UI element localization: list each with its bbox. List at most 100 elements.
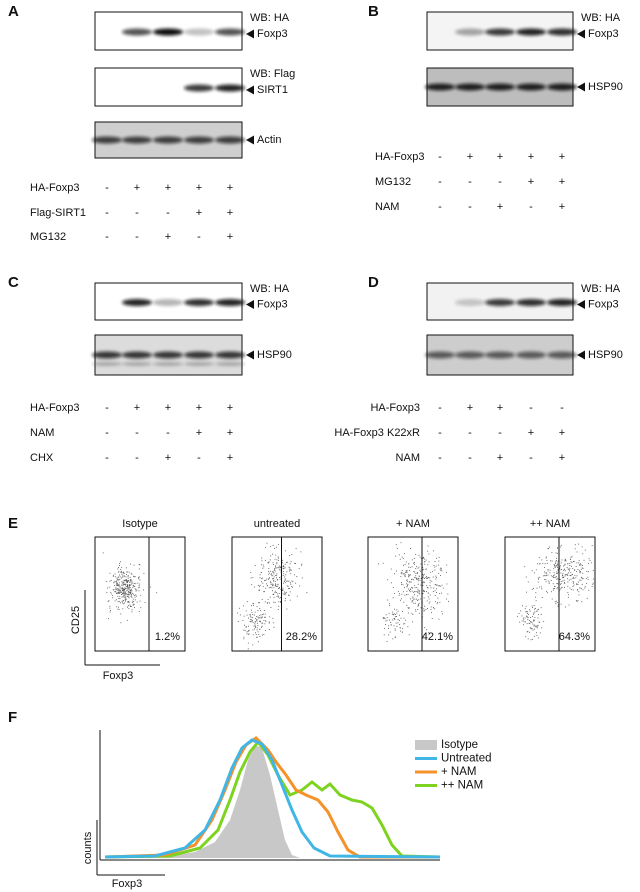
event-dot xyxy=(415,575,417,577)
event-dot xyxy=(291,586,293,588)
event-dot xyxy=(250,616,252,618)
event-dot xyxy=(577,589,579,590)
event-dot xyxy=(407,593,409,595)
event-dot xyxy=(109,572,111,574)
event-dot xyxy=(526,615,527,617)
legend-label: + NAM xyxy=(441,766,476,778)
plot-frame xyxy=(367,536,459,652)
event-dot xyxy=(408,574,410,576)
event-dot xyxy=(528,622,530,624)
event-dot xyxy=(124,579,126,581)
event-dot xyxy=(131,592,133,594)
event-dot xyxy=(556,565,558,567)
event-dot xyxy=(422,576,424,578)
sign: - xyxy=(135,231,139,243)
event-dot xyxy=(560,581,562,582)
event-dot xyxy=(544,571,545,573)
event-dot xyxy=(264,560,266,562)
event-dot xyxy=(133,585,135,587)
event-dot xyxy=(552,576,554,578)
event-dot xyxy=(268,587,270,589)
event-dot xyxy=(555,603,557,605)
event-dot xyxy=(440,575,441,576)
event-dot xyxy=(124,587,126,589)
event-dot xyxy=(387,579,389,581)
event-dot xyxy=(271,587,273,589)
event-dot xyxy=(139,564,141,566)
event-dot xyxy=(110,579,112,581)
event-dot xyxy=(262,634,263,636)
event-dot xyxy=(116,592,118,594)
event-dot xyxy=(121,582,123,584)
event-dot xyxy=(378,563,379,565)
event-dot xyxy=(266,578,268,580)
event-dot xyxy=(576,551,578,553)
event-dot xyxy=(526,613,528,615)
band xyxy=(153,362,183,366)
event-dot xyxy=(388,634,390,636)
event-dot xyxy=(560,583,562,584)
event-dot xyxy=(418,566,420,568)
event-dot xyxy=(120,622,122,624)
event-dot xyxy=(255,632,256,634)
event-dot xyxy=(263,619,265,621)
event-dot xyxy=(383,618,385,619)
event-dot xyxy=(264,623,266,625)
event-dot xyxy=(115,591,117,593)
event-dot xyxy=(526,623,528,625)
sign: + xyxy=(497,201,503,213)
event-dot xyxy=(412,597,414,599)
event-dot xyxy=(128,589,130,591)
event-dot xyxy=(413,599,415,601)
event-dot xyxy=(546,574,547,576)
event-dot xyxy=(396,548,398,549)
event-dot xyxy=(567,585,569,587)
event-dot xyxy=(563,581,565,583)
event-dot xyxy=(583,559,585,561)
event-dot xyxy=(575,577,577,579)
event-dot xyxy=(117,588,118,590)
event-dot xyxy=(416,587,418,589)
event-dot xyxy=(437,597,439,599)
sign: - xyxy=(468,427,472,439)
event-dot xyxy=(570,558,572,560)
band xyxy=(215,362,245,366)
event-dot xyxy=(257,610,259,611)
event-dot xyxy=(528,613,530,615)
event-dot xyxy=(400,630,402,632)
event-dot xyxy=(269,596,271,598)
event-dot xyxy=(413,562,415,563)
event-dot xyxy=(409,574,411,576)
event-dot xyxy=(284,579,286,581)
sign: + xyxy=(559,427,565,439)
event-dot xyxy=(117,601,119,603)
event-dot xyxy=(546,560,548,561)
sign: + xyxy=(227,402,233,414)
event-dot xyxy=(545,573,547,574)
event-dot xyxy=(571,561,573,563)
event-dot xyxy=(578,594,580,596)
event-dot xyxy=(569,587,571,589)
event-dot xyxy=(120,587,122,589)
event-dot xyxy=(255,634,257,635)
event-dot xyxy=(536,626,538,627)
event-dot xyxy=(123,572,125,574)
event-dot xyxy=(129,585,131,586)
event-dot xyxy=(122,592,124,594)
event-dot xyxy=(123,582,125,583)
event-dot xyxy=(119,587,121,589)
event-dot xyxy=(295,547,297,549)
event-dot xyxy=(268,578,270,580)
event-dot xyxy=(530,621,532,623)
event-dot xyxy=(436,584,438,586)
event-dot xyxy=(248,633,250,635)
sign: - xyxy=(197,231,201,243)
event-dot xyxy=(430,608,432,610)
event-dot xyxy=(393,613,395,615)
event-dot xyxy=(419,579,421,581)
event-dot xyxy=(422,582,424,584)
y-axis-label: CD25 xyxy=(70,606,82,634)
event-dot xyxy=(438,564,440,566)
event-dot xyxy=(392,597,394,599)
event-dot xyxy=(125,567,127,569)
